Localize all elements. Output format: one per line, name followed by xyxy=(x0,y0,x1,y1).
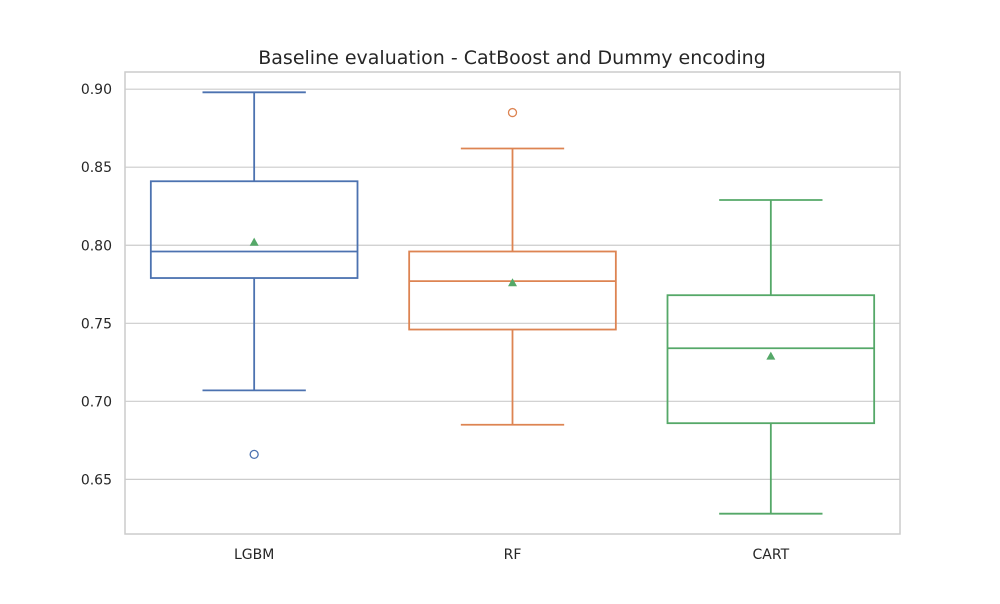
iqr-box xyxy=(408,250,617,331)
box-layer xyxy=(149,91,876,515)
box-group-lgbm xyxy=(149,91,359,460)
y-tick-label: 0.85 xyxy=(81,160,112,176)
y-tick-label: 0.80 xyxy=(81,238,112,254)
outlier-point xyxy=(507,107,518,118)
box-group-rf xyxy=(408,107,617,426)
x-tick-label: LGBM xyxy=(234,547,274,563)
mean-marker xyxy=(766,351,776,360)
mean-marker xyxy=(249,237,259,246)
iqr-box xyxy=(149,180,359,279)
tick-layer: 0.65 0.70 0.75 0.80 0.85 0.90 LGBM RF CART xyxy=(81,82,790,563)
x-tick-label: CART xyxy=(753,547,790,563)
chart-title: Baseline evaluation - CatBoost and Dummy… xyxy=(258,47,766,69)
y-tick-label: 0.70 xyxy=(81,394,112,410)
y-tick-label: 0.90 xyxy=(81,82,112,98)
iqr-box xyxy=(666,294,876,425)
plot-frame xyxy=(124,71,901,535)
x-tick-label: RF xyxy=(504,547,522,563)
outlier-point xyxy=(249,449,259,460)
box-group-cart xyxy=(666,199,876,515)
y-tick-label: 0.65 xyxy=(81,472,112,488)
y-tick-label: 0.75 xyxy=(81,316,112,332)
mean-marker xyxy=(508,278,517,287)
